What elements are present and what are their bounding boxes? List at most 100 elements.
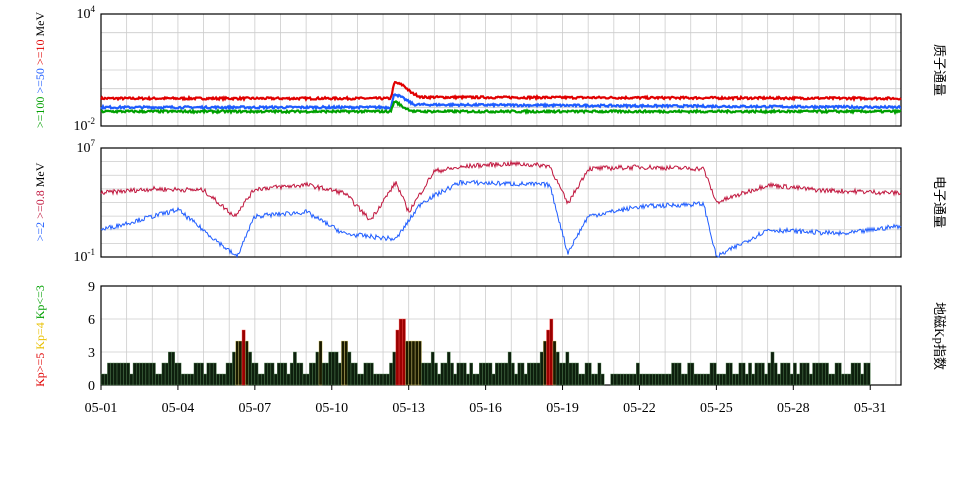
kp-bar (716, 373, 720, 386)
kp-bar (706, 373, 711, 386)
kp-bar (841, 373, 845, 386)
kp-bar (453, 373, 457, 386)
kp-bar (123, 362, 127, 386)
kp-bar (443, 362, 448, 386)
kp-bar (459, 362, 464, 386)
kp-bar (341, 340, 345, 386)
kp-bar (229, 362, 233, 386)
kp-bar (389, 362, 393, 386)
kp-bar (700, 373, 704, 386)
kp-bar (761, 362, 765, 386)
kp-bar (408, 340, 413, 386)
kp-bar (722, 373, 727, 386)
kp-bar (680, 373, 685, 386)
kp-bar (857, 362, 861, 386)
kp-bar (398, 318, 403, 386)
kp-bar (802, 362, 807, 386)
y-axis-label: >=2 >=0.8 MeV (33, 162, 47, 241)
kp-bar (793, 362, 797, 386)
kp-bar (219, 373, 223, 386)
kp-bar (475, 373, 480, 386)
kp-bar (485, 362, 490, 386)
y-tick-label: 107 (77, 138, 96, 156)
kp-bar (591, 373, 595, 386)
kp-bar (825, 362, 829, 386)
kp-bar (177, 362, 182, 386)
y-tick-exponent: 7 (91, 138, 96, 148)
y-axis-label-part: MeV (33, 12, 47, 40)
kp-bar (600, 373, 605, 386)
kp-bar (623, 373, 627, 386)
plot-frame (100, 147, 902, 258)
kp-bar (148, 362, 153, 386)
kp-bar (462, 362, 467, 386)
kp-bar (402, 318, 406, 386)
kp-bar (321, 362, 326, 386)
kp-bar (754, 362, 759, 386)
kp-bar (309, 362, 313, 386)
kp-bar (427, 362, 432, 386)
kp-bar (251, 362, 256, 386)
kp-bar (238, 340, 243, 386)
kp-bar (347, 351, 352, 386)
x-tick-label: 05-07 (239, 401, 272, 416)
x-tick-label: 05-31 (854, 401, 887, 416)
kp-bar (116, 362, 121, 386)
kp-bar (511, 362, 515, 386)
kp-bar (626, 373, 631, 386)
kp-bar (370, 362, 374, 386)
y-tick-exponent: 4 (91, 4, 96, 14)
kp-bar (639, 373, 643, 386)
kp-bar (719, 373, 723, 386)
kp-bar (344, 340, 348, 386)
kp-bar (786, 362, 791, 386)
kp-bar (664, 373, 669, 386)
x-tick-label: 05-16 (469, 401, 502, 416)
kp-bar (642, 373, 647, 386)
kp-bar (299, 362, 304, 386)
kp-bar (100, 373, 105, 386)
kp-bar (155, 373, 159, 386)
kp-bar (107, 362, 111, 386)
kp-bar (777, 373, 781, 386)
x-tick-label: 05-25 (700, 401, 733, 416)
kp-bar (206, 362, 211, 386)
kp-bar (764, 373, 768, 386)
kp-bar (350, 362, 355, 386)
kp-bar (469, 362, 473, 386)
kp-bar (546, 329, 550, 386)
kp-bar (837, 362, 842, 386)
kp-bar (501, 362, 506, 386)
kp-bar (616, 373, 621, 386)
kp-bar (809, 373, 813, 386)
y-axis-label-part: Kp<=3 (33, 285, 47, 322)
kp-bar (113, 362, 118, 386)
kp-bar (632, 373, 637, 386)
kp-bar (180, 373, 185, 386)
kp-bar (424, 362, 429, 386)
kp-bar (725, 362, 730, 386)
kp-bar (671, 362, 675, 386)
x-tick-label: 05-01 (85, 401, 118, 416)
series-line-1-0 (100, 159, 902, 221)
series-line-1-1 (100, 179, 902, 259)
kp-bar (193, 362, 198, 386)
kp-bar (571, 362, 576, 386)
kp-bar (729, 362, 733, 386)
kp-bar (257, 373, 262, 386)
kp-bar (126, 362, 131, 386)
kp-bar (789, 373, 794, 386)
kp-bar (139, 362, 143, 386)
kp-bar (366, 362, 371, 386)
kp-bar (466, 373, 470, 386)
kp-bar (488, 362, 493, 386)
x-tick-label: 05-28 (777, 401, 810, 416)
x-tick-label: 05-19 (546, 401, 579, 416)
y-axis-label-part: Kp=4 (33, 322, 47, 352)
kp-bar (658, 373, 663, 386)
kp-bar (796, 373, 800, 386)
kp-bar (318, 340, 323, 386)
y-axis-label: >=100 >=50 >=10 MeV (33, 12, 47, 129)
